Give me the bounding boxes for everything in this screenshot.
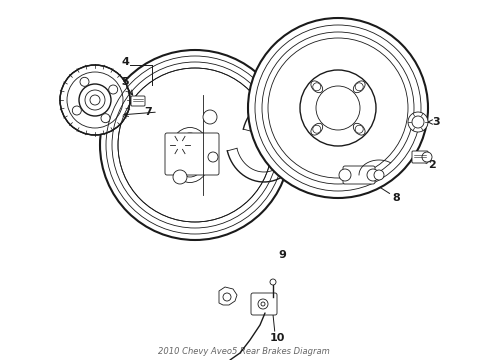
Circle shape [100, 50, 289, 240]
Circle shape [108, 85, 118, 94]
Text: 4: 4 [121, 57, 129, 67]
Text: 3: 3 [431, 117, 439, 127]
Circle shape [101, 114, 110, 123]
Circle shape [366, 169, 378, 181]
Circle shape [173, 170, 186, 184]
Ellipse shape [169, 127, 210, 183]
Text: 2: 2 [427, 160, 435, 170]
Text: 5: 5 [121, 77, 128, 87]
Circle shape [72, 106, 81, 115]
Ellipse shape [174, 133, 205, 177]
Circle shape [247, 18, 427, 198]
Circle shape [312, 125, 320, 133]
Circle shape [223, 293, 230, 301]
Text: 6: 6 [286, 177, 294, 187]
Circle shape [203, 110, 217, 124]
Polygon shape [219, 287, 237, 305]
Circle shape [207, 152, 218, 162]
Circle shape [67, 72, 123, 128]
FancyBboxPatch shape [342, 166, 374, 184]
Circle shape [299, 70, 375, 146]
Ellipse shape [353, 123, 365, 135]
Text: 1: 1 [389, 137, 397, 147]
Circle shape [261, 302, 264, 306]
Circle shape [258, 299, 267, 309]
Ellipse shape [310, 123, 322, 135]
Circle shape [421, 152, 431, 162]
Circle shape [312, 83, 320, 91]
FancyBboxPatch shape [411, 151, 427, 163]
Ellipse shape [310, 81, 322, 93]
Text: 7: 7 [144, 107, 152, 117]
Text: 9: 9 [278, 250, 285, 260]
Text: 8: 8 [391, 193, 399, 203]
FancyBboxPatch shape [250, 293, 276, 315]
Circle shape [79, 84, 111, 116]
Text: 10: 10 [269, 333, 285, 343]
FancyBboxPatch shape [131, 96, 145, 106]
Circle shape [315, 86, 359, 130]
Circle shape [269, 279, 275, 285]
Ellipse shape [353, 81, 365, 93]
Circle shape [354, 125, 363, 133]
Circle shape [80, 77, 89, 86]
Circle shape [407, 112, 427, 132]
Circle shape [60, 65, 130, 135]
Circle shape [373, 170, 383, 180]
FancyBboxPatch shape [164, 133, 219, 175]
Circle shape [354, 83, 363, 91]
Circle shape [411, 116, 423, 128]
Circle shape [338, 169, 350, 181]
Circle shape [118, 68, 271, 222]
Text: 2010 Chevy Aveo5 Rear Brakes Diagram: 2010 Chevy Aveo5 Rear Brakes Diagram [158, 347, 329, 356]
